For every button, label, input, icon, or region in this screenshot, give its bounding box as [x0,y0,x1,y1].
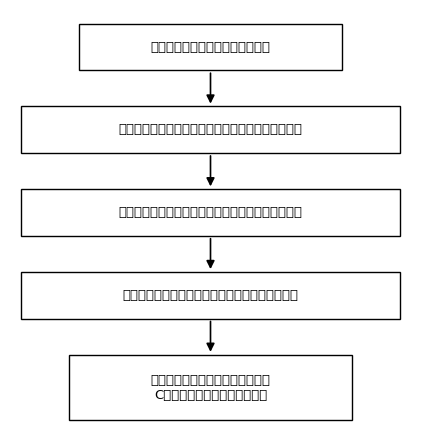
FancyBboxPatch shape [79,24,342,70]
Text: 获取模腔压力、模具温度、注射油缸压力并进行滤波: 获取模腔压力、模具温度、注射油缸压力并进行滤波 [118,123,303,136]
FancyBboxPatch shape [21,189,400,236]
Text: 获取模腔壁与熔体间超声回波信号: 获取模腔壁与熔体间超声回波信号 [150,41,271,53]
FancyBboxPatch shape [69,354,352,420]
Text: 利用采集到的数据集对软测量模型进行训练与优化: 利用采集到的数据集对软测量模型进行训练与优化 [123,289,298,302]
Text: 利用高斯过程回归分析方法建立模腔压力软测量模型: 利用高斯过程回归分析方法建立模腔压力软测量模型 [118,206,303,219]
Text: 将优化过的高斯过程软测量模型以
C语言的形式写入注塑机控制器: 将优化过的高斯过程软测量模型以 C语言的形式写入注塑机控制器 [150,373,271,401]
FancyBboxPatch shape [21,107,400,153]
FancyBboxPatch shape [21,272,400,319]
